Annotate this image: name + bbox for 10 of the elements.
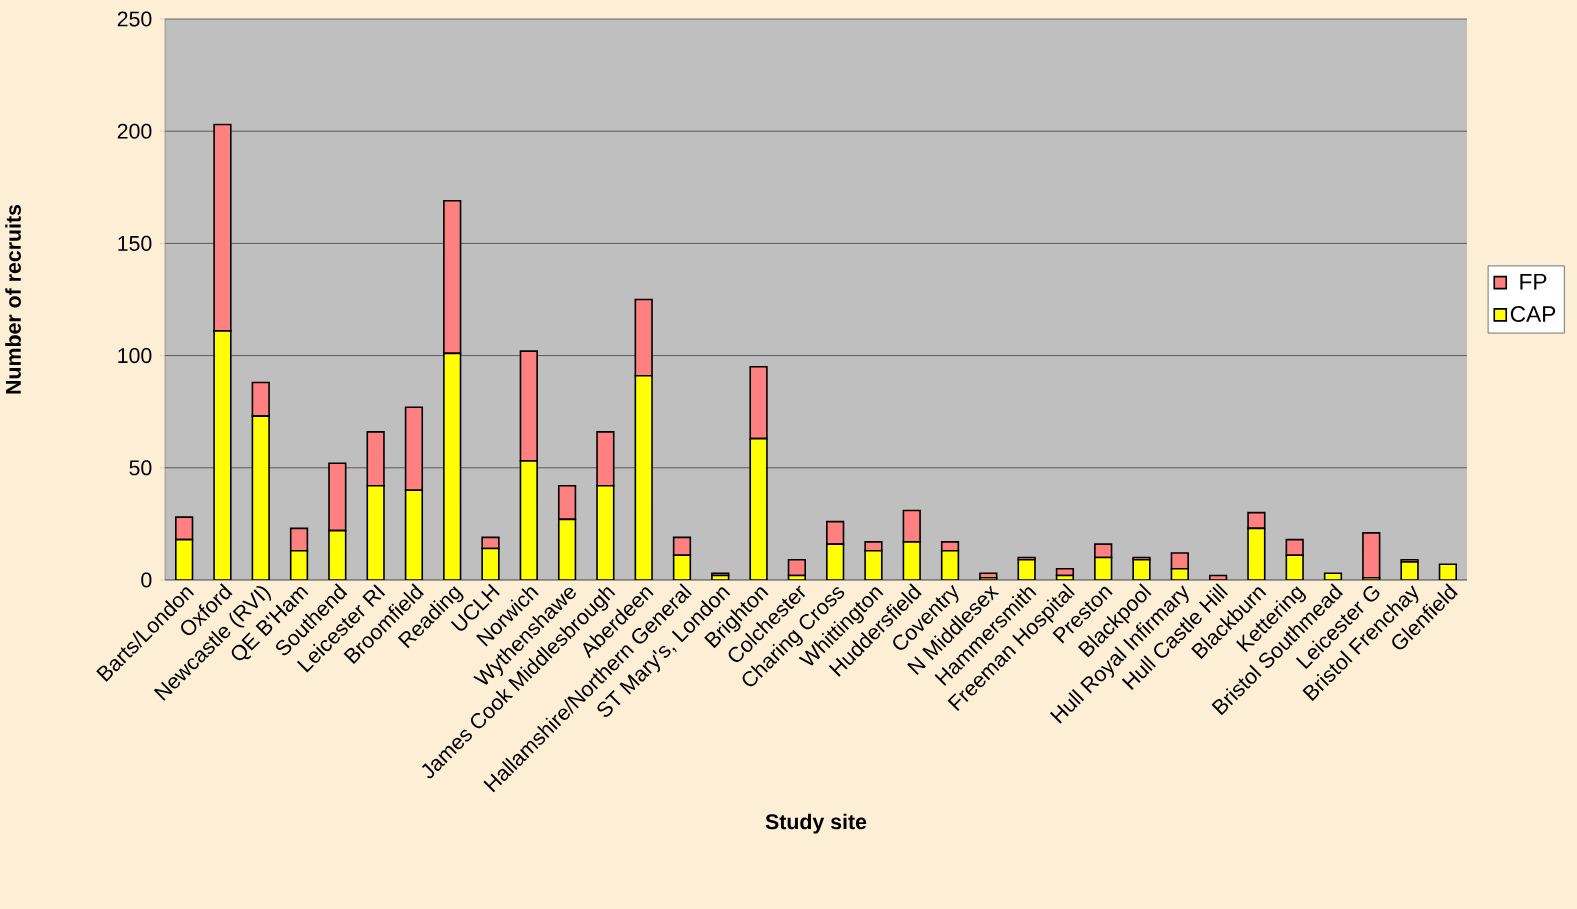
legend-label: FP xyxy=(1520,273,1547,290)
y-axis-title: Number of recruits xyxy=(5,204,21,394)
y-tick-label: 50 xyxy=(129,460,152,476)
y-tick-label: 200 xyxy=(117,123,152,139)
legend-label: CAP xyxy=(1510,306,1556,323)
x-axis-title: Study site xyxy=(765,813,867,834)
y-tick-label: 150 xyxy=(118,235,152,251)
y-tick-label: 100 xyxy=(118,348,152,364)
y-tick-label: 250 xyxy=(117,11,152,27)
y-tick-label: 0 xyxy=(141,572,152,588)
